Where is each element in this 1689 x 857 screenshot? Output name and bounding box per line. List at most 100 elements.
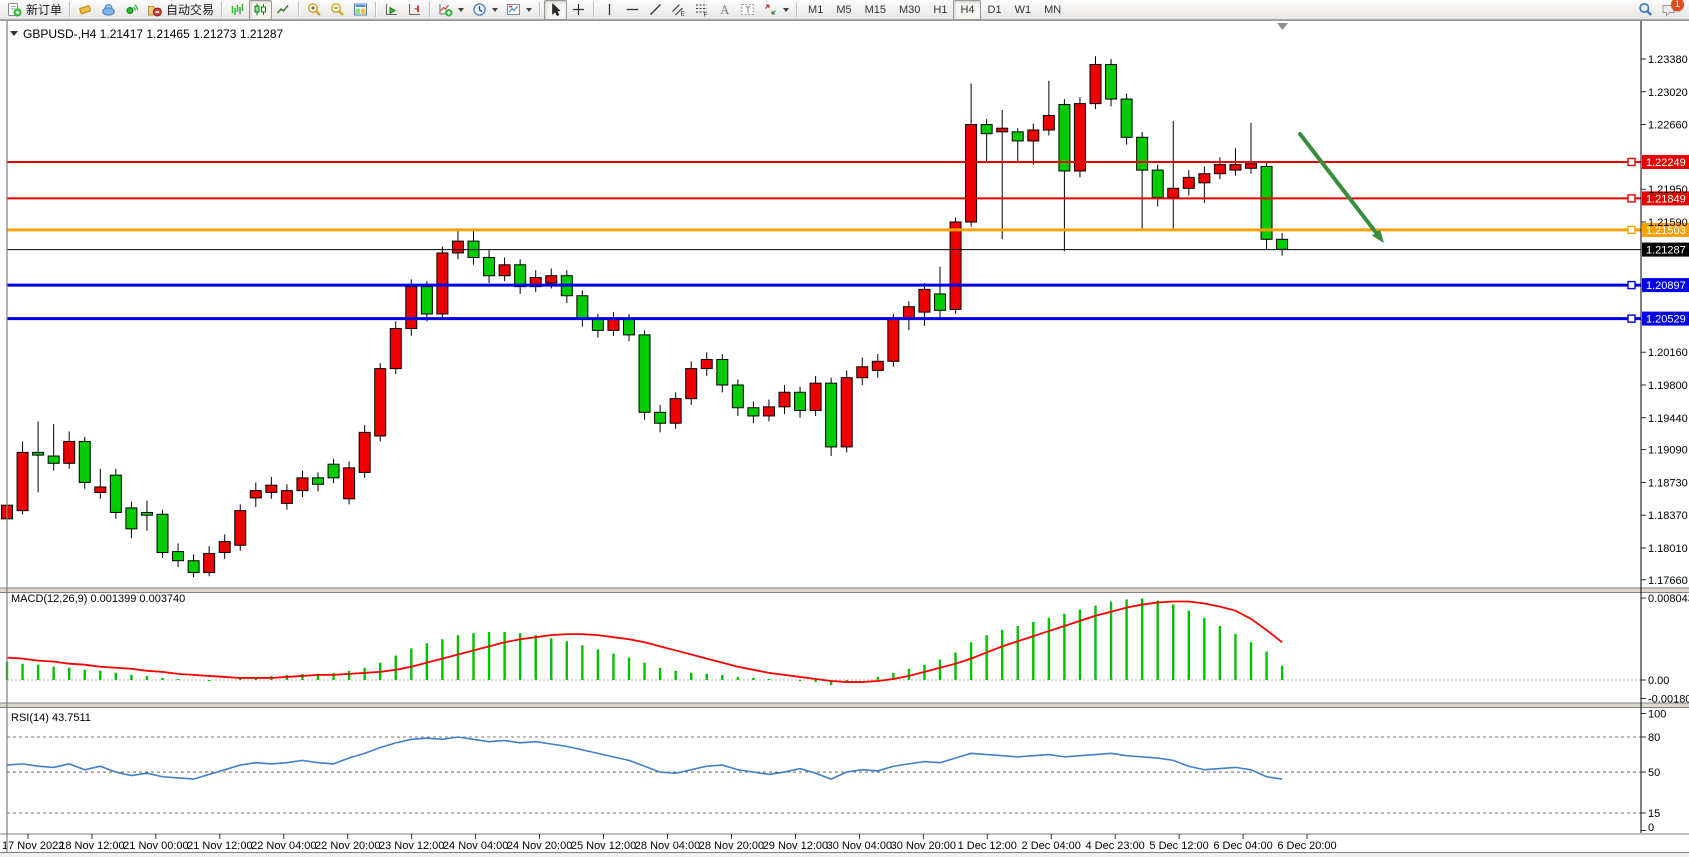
bar-chart-icon bbox=[231, 4, 244, 15]
trendline-button[interactable] bbox=[644, 0, 667, 20]
timeframe-m30[interactable]: M30 bbox=[892, 0, 926, 20]
indicators-icon bbox=[439, 4, 453, 17]
zoom-in-button[interactable] bbox=[303, 0, 326, 20]
time-axis-label: 22 Nov 20:00 bbox=[315, 840, 380, 852]
toolbar-group bbox=[303, 0, 372, 19]
bar-chart-button[interactable] bbox=[226, 0, 249, 20]
notifications-button[interactable]: 1 bbox=[1657, 0, 1684, 20]
timeframe-d1[interactable]: D1 bbox=[981, 0, 1008, 20]
horizontal-line-button[interactable] bbox=[621, 0, 644, 20]
timeframe-w1[interactable]: W1 bbox=[1008, 0, 1038, 20]
timeframe-m30-label: M30 bbox=[899, 3, 921, 16]
toolbar-separator bbox=[429, 2, 432, 17]
crosshair-icon bbox=[573, 4, 585, 15]
time-axis-label: 17 Nov 2022 bbox=[2, 840, 64, 852]
channel-button[interactable]: E bbox=[667, 0, 690, 20]
macd-axis-tick: 0.00 bbox=[1648, 675, 1669, 687]
cursor-icon bbox=[552, 2, 561, 17]
line-chart-button[interactable] bbox=[272, 0, 295, 20]
line-handle[interactable] bbox=[1627, 314, 1636, 323]
pane-splitter[interactable] bbox=[0, 702, 1689, 708]
toolbar-group bbox=[544, 0, 590, 20]
time-axis-label: 30 Nov 04:00 bbox=[827, 840, 892, 852]
periods-icon bbox=[473, 3, 486, 16]
toolbar-separator bbox=[593, 2, 596, 17]
rsi-label: RSI(14) 43.7511 bbox=[11, 712, 91, 724]
chart-shift-button[interactable] bbox=[403, 0, 426, 20]
toolbar-separator bbox=[69, 2, 72, 17]
new-order-button[interactable]: 新订单 bbox=[3, 0, 66, 20]
auto-scroll-icon bbox=[386, 4, 398, 15]
price-line-tag bbox=[1642, 278, 1689, 293]
price-line-tag-text: 1.21287 bbox=[1646, 245, 1686, 257]
vertical-line-button[interactable] bbox=[598, 0, 621, 20]
horizontal-lines[interactable]: 1.22249 1.21849 1.21503 1.21287 1.20897 1.205… bbox=[7, 154, 1689, 326]
price-line-tag bbox=[1642, 242, 1689, 257]
auto-scroll-button[interactable] bbox=[380, 0, 403, 20]
chart-shift-marker[interactable] bbox=[1277, 23, 1288, 30]
svg-text:A: A bbox=[720, 3, 729, 17]
toolbar-group: 自动交易 bbox=[74, 0, 218, 19]
trend-arrow[interactable] bbox=[1298, 132, 1384, 243]
eraser-icon bbox=[79, 5, 91, 15]
price-axis[interactable]: 1.23380 1.23020 1.22660 1.21950 1.21590 1.201… bbox=[1640, 21, 1689, 834]
new-order-button-label: 新订单 bbox=[26, 3, 63, 17]
chart-shift-icon bbox=[409, 4, 421, 15]
timeframe-m15[interactable]: M15 bbox=[858, 0, 892, 20]
trendline-icon bbox=[650, 4, 661, 15]
toolbar-right: 1 bbox=[1634, 0, 1686, 20]
timeframe-m5-label: M5 bbox=[836, 3, 852, 16]
tile-windows-button[interactable] bbox=[349, 0, 372, 20]
signals-button[interactable] bbox=[120, 0, 143, 20]
line-handle[interactable] bbox=[1627, 280, 1636, 290]
timeframe-mn-label: MN bbox=[1044, 3, 1062, 16]
cursor-button[interactable] bbox=[544, 0, 568, 20]
search-icon bbox=[1639, 2, 1652, 16]
chart-canvas[interactable]: 1.22249 1.21849 1.21503 1.21287 1.20897 1.205… bbox=[0, 20, 1689, 857]
price-axis-tick: 1.19800 bbox=[1648, 380, 1688, 392]
vertical-line-icon bbox=[608, 3, 611, 16]
line-handle[interactable] bbox=[1627, 225, 1636, 235]
arrows-button[interactable] bbox=[759, 0, 793, 20]
text-label-button[interactable]: T bbox=[736, 0, 759, 20]
line-handle[interactable] bbox=[1627, 157, 1636, 167]
channel-icon: E bbox=[672, 4, 686, 18]
collapse-triangle-icon[interactable] bbox=[10, 31, 18, 36]
svg-text:E: E bbox=[681, 11, 686, 18]
rsi-axis-tick: 15 bbox=[1648, 808, 1660, 820]
templates-icon bbox=[507, 4, 521, 15]
price-line-tag-text: 1.22249 bbox=[1646, 157, 1686, 169]
market-watch-button[interactable] bbox=[97, 0, 120, 20]
indicators-button[interactable] bbox=[434, 0, 468, 20]
macd-axis-tick: -0.001807 bbox=[1648, 693, 1689, 705]
price-axis-tick: 1.23380 bbox=[1648, 54, 1688, 66]
price-axis-tick: 1.22660 bbox=[1648, 120, 1688, 132]
zoom-out-button[interactable] bbox=[326, 0, 349, 20]
fibonacci-button[interactable]: F bbox=[690, 0, 713, 20]
templates-button[interactable] bbox=[502, 0, 536, 20]
chevron-down-icon bbox=[526, 7, 533, 12]
periods-button[interactable] bbox=[468, 0, 502, 20]
timeframe-h1[interactable]: H1 bbox=[926, 0, 953, 20]
rsi-line bbox=[6, 736, 1283, 780]
price-axis-tick: 1.18370 bbox=[1648, 510, 1688, 522]
time-axis-label: 29 Nov 12:00 bbox=[763, 840, 828, 852]
time-axis-label: 18 Nov 12:00 bbox=[59, 840, 124, 852]
line-handle[interactable] bbox=[1627, 194, 1636, 203]
fibonacci-icon: F bbox=[696, 4, 708, 17]
eraser-button[interactable] bbox=[74, 0, 97, 20]
timeframe-mn[interactable]: MN bbox=[1037, 0, 1067, 20]
autotrade-button[interactable]: 自动交易 bbox=[143, 0, 218, 20]
timeframe-h4[interactable]: H4 bbox=[953, 0, 981, 20]
time-axis-label: 1 Dec 12:00 bbox=[958, 840, 1017, 852]
tile-windows-icon bbox=[354, 3, 368, 16]
candlestick-chart-button[interactable] bbox=[249, 0, 273, 20]
broadcast-icon bbox=[126, 4, 139, 14]
pane-splitter[interactable] bbox=[0, 587, 1689, 593]
timeframe-m1[interactable]: M1 bbox=[801, 0, 829, 20]
text-button[interactable]: A bbox=[713, 0, 736, 20]
search-button[interactable] bbox=[1634, 0, 1657, 20]
crosshair-button[interactable] bbox=[567, 0, 590, 20]
timeframe-m5[interactable]: M5 bbox=[829, 0, 857, 20]
